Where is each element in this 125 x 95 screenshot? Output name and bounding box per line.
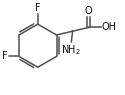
Text: F: F xyxy=(35,3,41,13)
Text: OH: OH xyxy=(102,22,117,32)
Text: NH$_2$: NH$_2$ xyxy=(61,43,81,57)
Text: F: F xyxy=(2,51,8,61)
Text: O: O xyxy=(85,6,92,16)
